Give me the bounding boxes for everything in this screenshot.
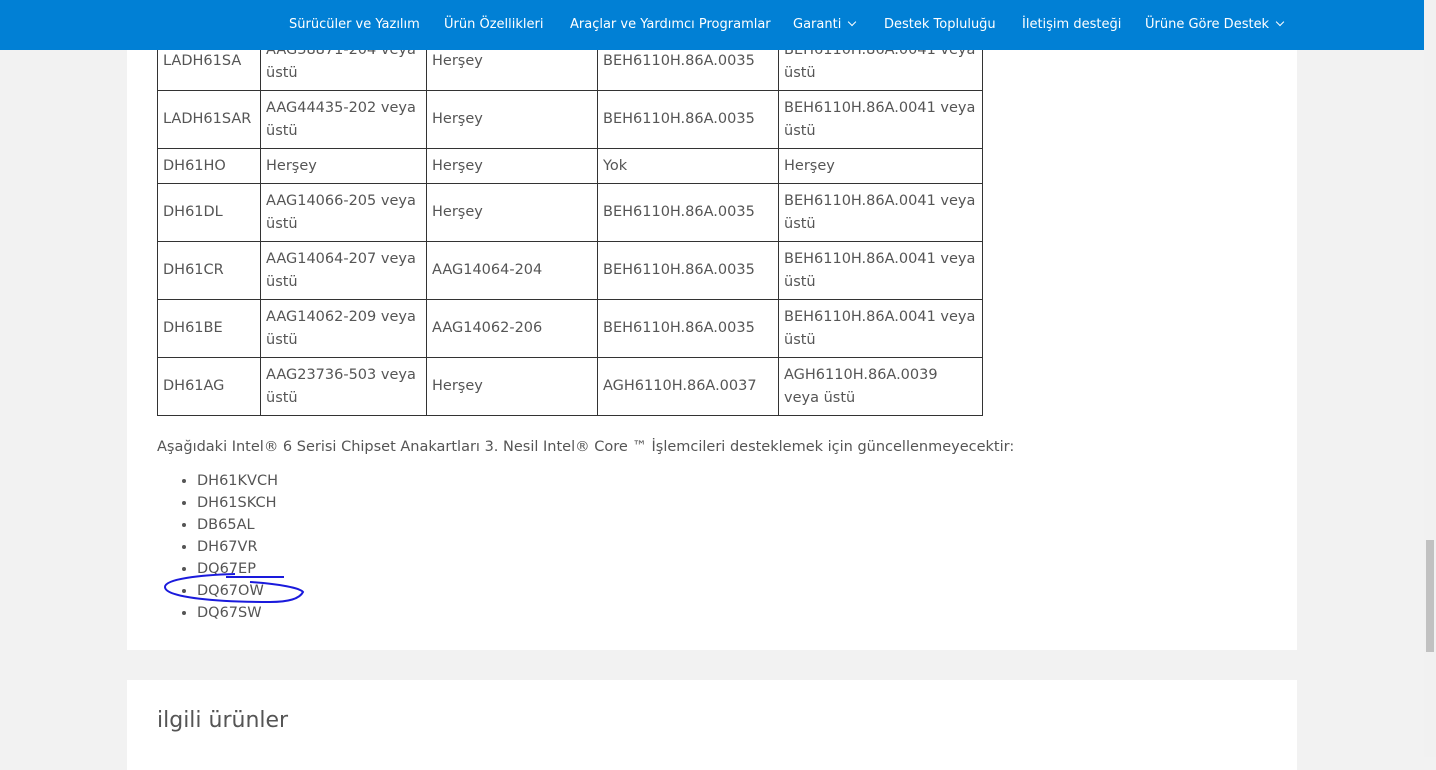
list-item: DQ67EP bbox=[197, 558, 278, 580]
scrollbar-thumb[interactable] bbox=[1426, 540, 1434, 652]
table-cell: DH61DL bbox=[157, 183, 261, 242]
nav-drivers-software[interactable]: Sürücüler ve Yazılım bbox=[289, 17, 420, 32]
table-cell: AAG14062-206 bbox=[426, 299, 598, 358]
table-cell: BEH6110H.86A.0035 bbox=[597, 183, 779, 242]
table-row: DH61DL AAG14066-205 veya üstü Herşey BEH611… bbox=[157, 183, 983, 242]
intro-text: Aşağıdaki Intel® 6 Serisi Chipset Anakar… bbox=[157, 439, 1015, 455]
table-cell: BEH6110H.86A.0041 veya üstü bbox=[778, 299, 983, 358]
scrollbar[interactable] bbox=[1424, 0, 1436, 757]
table-cell: AAG14062-209 veya üstü bbox=[260, 299, 427, 358]
table-cell: Herşey bbox=[260, 148, 427, 184]
unsupported-board-list: DH61KVCHDH61SKCHDB65ALDH67VRDQ67EPDQ67OW… bbox=[197, 470, 278, 624]
list-item: DB65AL bbox=[197, 514, 278, 536]
table-cell: Herşey bbox=[426, 357, 598, 416]
table-cell: Herşey bbox=[778, 148, 983, 184]
table-cell: BEH6110H.86A.0041 veya üstü bbox=[778, 183, 983, 242]
table-row: DH61BE AAG14062-209 veya üstü AAG14062-206… bbox=[157, 299, 983, 358]
table-cell: LADH61SAR bbox=[157, 90, 261, 149]
table-cell: BEH6110H.86A.0035 bbox=[597, 241, 779, 300]
related-products-title: ilgili ürünler bbox=[157, 708, 289, 733]
motherboard-table: LADH61SAAAG38871-204 veya üstüHerşeyBEH6… bbox=[157, 32, 983, 416]
table-cell: AAG44435-202 veya üstü bbox=[260, 90, 427, 149]
table-cell: DH61BE bbox=[157, 299, 261, 358]
table-cell: BEH6110H.86A.0035 bbox=[597, 90, 779, 149]
nav-tools-utilities[interactable]: Araçlar ve Yardımcı Programlar bbox=[570, 17, 771, 32]
table-cell: Herşey bbox=[426, 148, 598, 184]
top-nav: Sürücüler ve Yazılım Ürün Özellikleri Ar… bbox=[0, 0, 1424, 50]
table-cell: BEH6110H.86A.0041 veya üstü bbox=[778, 241, 983, 300]
table-row: LADH61SAR AAG44435-202 veya üstü Herşey BEH… bbox=[157, 90, 983, 149]
table-row: DH61AG AAG23736-503 veya üstü Herşey AGH611… bbox=[157, 357, 983, 416]
table-cell: AGH6110H.86A.0037 bbox=[597, 357, 779, 416]
table-cell: DH61HO bbox=[157, 148, 261, 184]
nav-community[interactable]: Destek Topluluğu bbox=[884, 17, 996, 32]
list-item: DQ67OW bbox=[197, 580, 278, 602]
table-cell: Herşey bbox=[426, 90, 598, 149]
related-products-card bbox=[127, 680, 1297, 770]
table-row: DH61CR AAG14064-207 veya üstü AAG14064-204… bbox=[157, 241, 983, 300]
nav-product-specs[interactable]: Ürün Özellikleri bbox=[444, 17, 544, 32]
chevron-down-icon bbox=[1275, 17, 1285, 27]
list-item: DH61SKCH bbox=[197, 492, 278, 514]
nav-support-by-product-label: Ürüne Göre Destek bbox=[1145, 17, 1270, 32]
list-item: DH67VR bbox=[197, 536, 278, 558]
table-cell: AAG14066-205 veya üstü bbox=[260, 183, 427, 242]
table-cell: AGH6110H.86A.0039 veya üstü bbox=[778, 357, 983, 416]
table-cell: BEH6110H.86A.0041 veya üstü bbox=[778, 90, 983, 149]
chevron-down-icon bbox=[848, 17, 857, 27]
table-cell: AAG23736-503 veya üstü bbox=[260, 357, 427, 416]
hand-drawn-circle-annotation bbox=[163, 573, 305, 604]
nav-contact-support[interactable]: İletişim desteği bbox=[1022, 17, 1122, 32]
nav-support-by-product[interactable]: Ürüne Göre Destek bbox=[1145, 17, 1285, 32]
table-row: DH61HO Herşey Herşey Yok Herşey bbox=[157, 148, 983, 184]
nav-warranty[interactable]: Garanti bbox=[793, 17, 857, 32]
table-cell: Herşey bbox=[426, 183, 598, 242]
table-cell: AAG14064-207 veya üstü bbox=[260, 241, 427, 300]
table-cell: DH61AG bbox=[157, 357, 261, 416]
list-item: DQ67SW bbox=[197, 602, 278, 624]
table-cell: DH61CR bbox=[157, 241, 261, 300]
table-cell: BEH6110H.86A.0035 bbox=[597, 299, 779, 358]
nav-warranty-label: Garanti bbox=[793, 17, 842, 32]
list-item: DH61KVCH bbox=[197, 470, 278, 492]
table-cell: AAG14064-204 bbox=[426, 241, 598, 300]
table-cell: Yok bbox=[597, 148, 779, 184]
